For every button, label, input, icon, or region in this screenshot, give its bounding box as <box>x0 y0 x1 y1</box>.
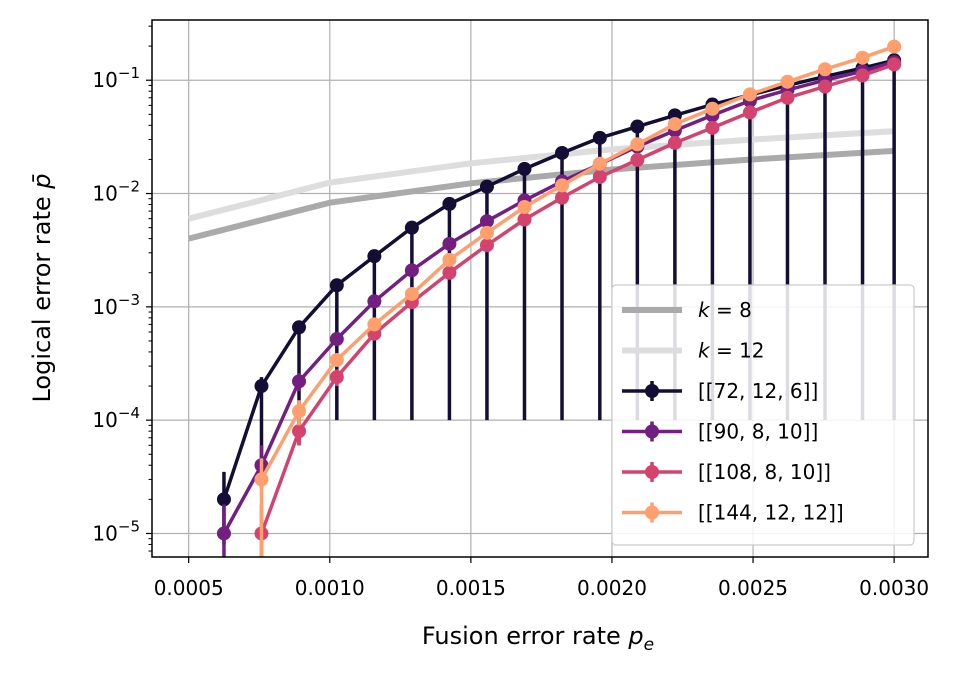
bound-line-1 <box>187 128 895 222</box>
data-point <box>367 249 382 264</box>
data-point <box>329 278 344 293</box>
data-point <box>367 317 382 332</box>
legend-swatch-marker-2 <box>645 465 659 479</box>
x-tick-label: 0.0015 <box>436 576 506 600</box>
data-point <box>292 374 307 389</box>
legend-label-series-3: [[144, 12, 12]] <box>698 501 844 525</box>
bound-line-0 <box>187 147 895 242</box>
data-point <box>555 145 570 160</box>
x-tick-label: 0.0030 <box>859 576 929 600</box>
y-tick-label: 10−3 <box>92 291 140 319</box>
plot-frame <box>151 19 929 558</box>
legend-label-series-2: [[108, 8, 10]] <box>698 460 831 484</box>
data-point <box>479 179 494 194</box>
legend-label-series-0: [[72, 12, 6]] <box>698 379 818 403</box>
legend-swatch-marker-1 <box>645 424 659 439</box>
data-point <box>479 225 494 240</box>
x-axis-label: Fusion error rate pe <box>422 622 654 655</box>
data-point <box>517 200 532 215</box>
data-point <box>818 62 833 77</box>
data-point <box>216 526 231 541</box>
data-point <box>555 190 570 205</box>
data-point <box>329 370 344 385</box>
y-tick-label: 10−4 <box>92 404 140 432</box>
data-point <box>442 196 457 211</box>
data-point <box>887 57 902 72</box>
x-tick-label: 0.0025 <box>718 576 788 600</box>
y-tick-label: 10−5 <box>92 517 140 545</box>
data-point <box>592 156 607 171</box>
x-ticks: 0.0005 0.0010 0.0015 0.0020 0.0025 0.0030 <box>154 557 929 600</box>
data-point <box>887 39 902 54</box>
x-tick-label: 0.0020 <box>577 576 647 600</box>
data-point <box>292 320 307 335</box>
data-point <box>667 135 682 150</box>
y-tick-label: 10−2 <box>92 178 140 206</box>
data-point <box>705 101 720 116</box>
data-point <box>630 119 645 134</box>
data-point <box>254 472 269 487</box>
legend-swatch-marker-0 <box>645 384 659 398</box>
data-point <box>517 212 532 227</box>
legend-box <box>611 284 915 546</box>
y-ticks: 10−5 10−4 10−3 10−2 10−1 <box>92 25 152 552</box>
legend-label-series-1: [[90, 8, 10]] <box>698 420 818 444</box>
data-point <box>216 492 231 507</box>
data-point <box>329 332 344 347</box>
legend-label-bound-0: k = 8 <box>698 298 752 322</box>
data-point <box>479 238 494 253</box>
data-point <box>329 352 344 367</box>
legend: k = 8 k = 12 [[72, 12, 6]] [[90, 8, 10]] [[1… <box>611 284 915 546</box>
y-axis-label: Logical error rate p̄ <box>28 173 56 402</box>
data-point <box>818 79 833 94</box>
data-point <box>292 404 307 419</box>
data-point <box>442 265 457 280</box>
legend-swatch-marker-3 <box>645 505 659 520</box>
data-point <box>517 161 532 176</box>
data-point <box>442 236 457 251</box>
data-point <box>404 220 419 235</box>
y-tick-label: 10−1 <box>92 64 140 92</box>
data-point <box>442 252 457 267</box>
data-point <box>630 152 645 167</box>
data-point <box>254 379 269 394</box>
data-point <box>855 68 870 83</box>
data-point <box>855 50 870 65</box>
data-point <box>555 178 570 193</box>
data-point <box>367 294 382 309</box>
bound-lines <box>187 128 895 242</box>
data-point <box>667 117 682 132</box>
data-point <box>742 105 757 120</box>
data-point <box>592 130 607 145</box>
data-point <box>705 120 720 135</box>
data-point <box>780 90 795 105</box>
x-tick-label: 0.0005 <box>154 576 224 600</box>
x-tick-label: 0.0010 <box>295 576 365 600</box>
data-point <box>479 214 494 229</box>
data-point <box>630 137 645 152</box>
legend-label-bound-1: k = 12 <box>698 339 765 363</box>
series-3 <box>254 39 902 557</box>
data-point <box>404 286 419 301</box>
data-point <box>292 424 307 439</box>
data-point <box>780 74 795 89</box>
data-point <box>742 87 757 102</box>
data-point <box>404 263 419 278</box>
data-point <box>592 169 607 184</box>
